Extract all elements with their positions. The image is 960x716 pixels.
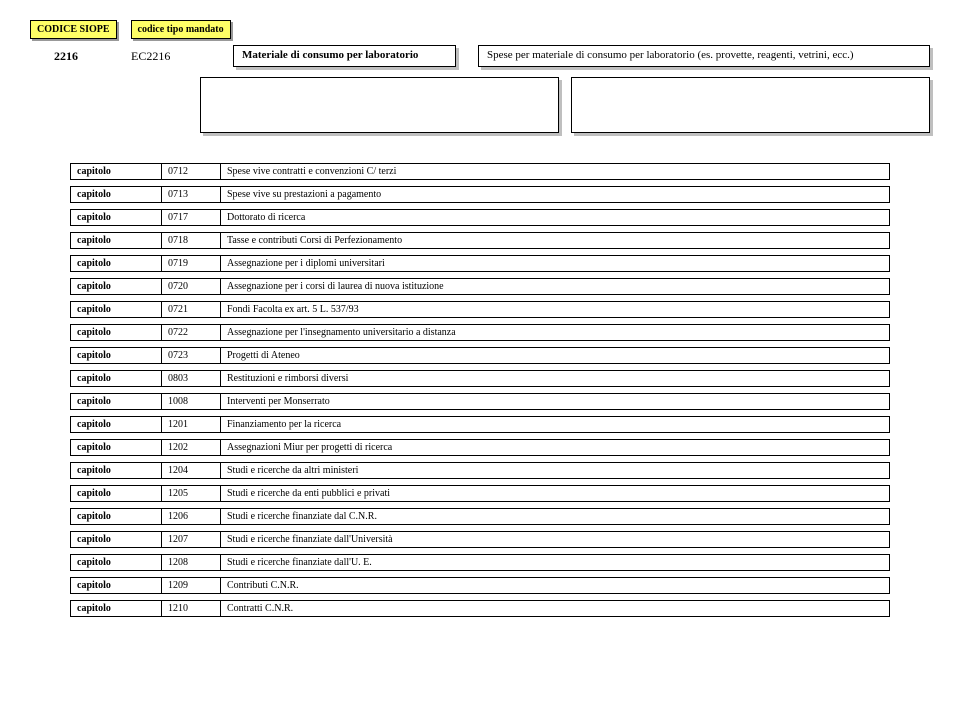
capitolo-code: 1205 — [161, 485, 220, 502]
capitolo-code: 1210 — [161, 600, 220, 617]
capitolo-code: 1208 — [161, 554, 220, 571]
capitolo-desc: Assegnazione per l'insegnamento universi… — [220, 324, 890, 341]
table-row: capitolo0721Fondi Facolta ex art. 5 L. 5… — [70, 301, 890, 318]
capitolo-code: 0723 — [161, 347, 220, 364]
capitolo-table: capitolo0712Spese vive contratti e conve… — [70, 163, 890, 617]
table-row: capitolo0720Assegnazione per i corsi di … — [70, 278, 890, 295]
table-row: capitolo0717Dottorato di ricerca — [70, 209, 890, 226]
capitolo-desc: Tasse e contributi Corsi di Perfezioname… — [220, 232, 890, 249]
capitolo-code: 0713 — [161, 186, 220, 203]
capitolo-label: capitolo — [70, 255, 161, 272]
capitolo-desc: Contratti C.N.R. — [220, 600, 890, 617]
table-row: capitolo0712Spese vive contratti e conve… — [70, 163, 890, 180]
table-row: capitolo0723Progetti di Ateneo — [70, 347, 890, 364]
empty-box-right — [571, 77, 930, 133]
capitolo-code: 0717 — [161, 209, 220, 226]
capitolo-code: 0722 — [161, 324, 220, 341]
capitolo-desc: Assegnazione per i diplomi universitari — [220, 255, 890, 272]
capitolo-label: capitolo — [70, 577, 161, 594]
capitolo-desc: Restituzioni e rimborsi diversi — [220, 370, 890, 387]
capitolo-desc: Progetti di Ateneo — [220, 347, 890, 364]
capitolo-label: capitolo — [70, 278, 161, 295]
capitolo-label: capitolo — [70, 232, 161, 249]
capitolo-label: capitolo — [70, 508, 161, 525]
capitolo-code: 1201 — [161, 416, 220, 433]
capitolo-label: capitolo — [70, 600, 161, 617]
capitolo-desc: Studi e ricerche da enti pubblici e priv… — [220, 485, 890, 502]
capitolo-desc: Assegnazioni Miur per progetti di ricerc… — [220, 439, 890, 456]
capitolo-label: capitolo — [70, 439, 161, 456]
table-row: capitolo1008Interventi per Monserrato — [70, 393, 890, 410]
header-labels: CODICE SIOPE codice tipo mandato — [30, 20, 930, 39]
table-row: capitolo1208Studi e ricerche finanziate … — [70, 554, 890, 571]
capitolo-desc: Assegnazione per i corsi di laurea di nu… — [220, 278, 890, 295]
capitolo-label: capitolo — [70, 462, 161, 479]
capitolo-code: 1204 — [161, 462, 220, 479]
capitolo-code: 0721 — [161, 301, 220, 318]
table-row: capitolo0722Assegnazione per l'insegname… — [70, 324, 890, 341]
table-row: capitolo1201Finanziamento per la ricerca — [70, 416, 890, 433]
capitolo-code: 1008 — [161, 393, 220, 410]
empty-box-left — [200, 77, 559, 133]
capitolo-desc: Fondi Facolta ex art. 5 L. 537/93 — [220, 301, 890, 318]
capitolo-label: capitolo — [70, 163, 161, 180]
capitolo-desc: Studi e ricerche finanziate dal C.N.R. — [220, 508, 890, 525]
table-row: capitolo1207Studi e ricerche finanziate … — [70, 531, 890, 548]
capitolo-desc: Finanziamento per la ricerca — [220, 416, 890, 433]
capitolo-label: capitolo — [70, 324, 161, 341]
capitolo-code: 1209 — [161, 577, 220, 594]
table-row: capitolo0718Tasse e contributi Corsi di … — [70, 232, 890, 249]
code-row: 2216 EC2216 Materiale di consumo per lab… — [54, 45, 930, 67]
capitolo-code: 0719 — [161, 255, 220, 272]
mandate-code: EC2216 — [131, 49, 211, 64]
desc-short: Materiale di consumo per laboratorio — [233, 45, 456, 67]
capitolo-code: 0803 — [161, 370, 220, 387]
capitolo-code: 0720 — [161, 278, 220, 295]
capitolo-code: 1202 — [161, 439, 220, 456]
table-row: capitolo1202Assegnazioni Miur per proget… — [70, 439, 890, 456]
label-siope: CODICE SIOPE — [30, 20, 117, 39]
capitolo-label: capitolo — [70, 370, 161, 387]
table-row: capitolo1210Contratti C.N.R. — [70, 600, 890, 617]
table-row: capitolo0803Restituzioni e rimborsi dive… — [70, 370, 890, 387]
capitolo-label: capitolo — [70, 301, 161, 318]
table-row: capitolo1206Studi e ricerche finanziate … — [70, 508, 890, 525]
capitolo-label: capitolo — [70, 416, 161, 433]
capitolo-desc: Dottorato di ricerca — [220, 209, 890, 226]
desc-long-top: Spese per materiale di consumo per labor… — [478, 45, 930, 67]
desc-empty-row — [200, 77, 930, 133]
capitolo-code: 1206 — [161, 508, 220, 525]
capitolo-desc: Interventi per Monserrato — [220, 393, 890, 410]
capitolo-desc: Studi e ricerche da altri ministeri — [220, 462, 890, 479]
table-row: capitolo0713Spese vive su prestazioni a … — [70, 186, 890, 203]
capitolo-code: 0712 — [161, 163, 220, 180]
table-row: capitolo1205Studi e ricerche da enti pub… — [70, 485, 890, 502]
capitolo-label: capitolo — [70, 485, 161, 502]
capitolo-label: capitolo — [70, 393, 161, 410]
table-row: capitolo1204Studi e ricerche da altri mi… — [70, 462, 890, 479]
capitolo-desc: Spese vive su prestazioni a pagamento — [220, 186, 890, 203]
capitolo-desc: Contributi C.N.R. — [220, 577, 890, 594]
capitolo-desc: Studi e ricerche finanziate dall'Univers… — [220, 531, 890, 548]
capitolo-label: capitolo — [70, 186, 161, 203]
capitolo-label: capitolo — [70, 209, 161, 226]
table-row: capitolo1209Contributi C.N.R. — [70, 577, 890, 594]
capitolo-label: capitolo — [70, 347, 161, 364]
label-mandato: codice tipo mandato — [131, 20, 231, 39]
capitolo-code: 0718 — [161, 232, 220, 249]
capitolo-desc: Studi e ricerche finanziate dall'U. E. — [220, 554, 890, 571]
capitolo-label: capitolo — [70, 554, 161, 571]
capitolo-desc: Spese vive contratti e convenzioni C/ te… — [220, 163, 890, 180]
capitolo-code: 1207 — [161, 531, 220, 548]
table-row: capitolo0719Assegnazione per i diplomi u… — [70, 255, 890, 272]
siope-code: 2216 — [54, 49, 109, 64]
capitolo-label: capitolo — [70, 531, 161, 548]
